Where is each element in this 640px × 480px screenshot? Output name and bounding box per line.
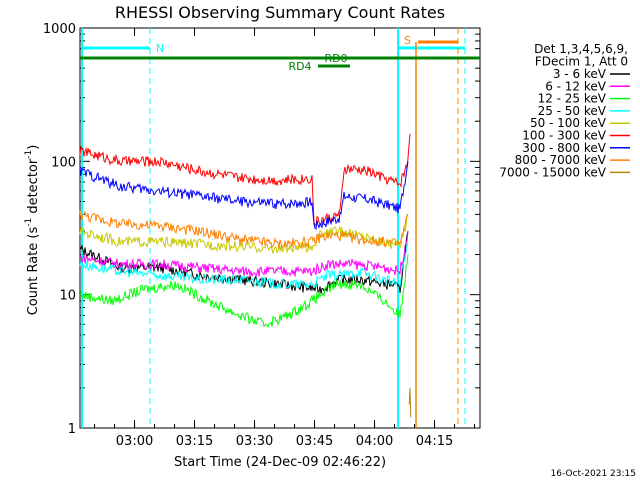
legend-label: 100 - 300 keV: [522, 129, 606, 143]
series-line: [79, 241, 409, 291]
legend-label: 12 - 25 keV: [538, 92, 607, 106]
y-axis-label-sup1: -1: [24, 218, 34, 227]
x-axis-label: Start Time (24-Dec-09 02:46:22): [174, 455, 386, 470]
series-line: [408, 387, 412, 418]
y-tick-label: 1000: [43, 22, 76, 37]
legend-label: 3 - 6 keV: [553, 67, 607, 81]
legend-label: 7000 - 15000 keV: [499, 165, 606, 179]
saa-label: S: [404, 34, 411, 47]
overlay-markers: N S RD0 RD4: [80, 28, 480, 428]
y-axis-label-main: Count Rate (s: [26, 227, 41, 316]
plot-axes: [79, 27, 481, 429]
x-tick-label: 03:00: [116, 434, 153, 449]
x-tick-label: 03:15: [176, 434, 213, 449]
legend-label: 50 - 100 keV: [530, 116, 607, 130]
footer-timestamp: 16-Oct-2021 23:15: [551, 469, 636, 479]
y-axis-ticks: 1 10 100 1000: [43, 22, 480, 437]
y-axis-label-mid: detector: [26, 158, 41, 218]
legend-header: FDecim 1, Att 0: [535, 55, 628, 69]
series-line: [79, 254, 409, 329]
series-line: [79, 231, 409, 278]
y-axis-label-sup2: -1: [24, 150, 34, 159]
x-tick-label: 03:30: [236, 434, 273, 449]
x-tick-label: 04:15: [416, 434, 453, 449]
y-axis-label-end: ): [26, 145, 41, 150]
y-axis-label: Count Rate (s-1 detector-1): [24, 145, 41, 316]
legend-label: 800 - 7000 keV: [515, 153, 607, 167]
series-line: [79, 210, 409, 250]
x-axis-ticks: 03:00 03:15 03:30 03:45 04:00 04:15: [94, 28, 476, 449]
series-lines: [79, 134, 412, 418]
series-line: [79, 134, 411, 228]
series-line: [79, 161, 409, 231]
legend-label: 300 - 800 keV: [522, 141, 606, 155]
legend-label: 25 - 50 keV: [538, 104, 607, 118]
plot-frame: [79, 27, 481, 429]
y-tick-label: 10: [59, 289, 76, 304]
legend-header: Det 1,3,4,5,6,9,: [534, 42, 628, 56]
night-label: N: [156, 42, 164, 55]
x-tick-label: 03:45: [296, 434, 333, 449]
y-tick-label: 1: [68, 422, 76, 437]
chart-title: RHESSI Observing Summary Count Rates: [115, 3, 445, 22]
x-tick-label: 04:00: [356, 434, 393, 449]
series-line: [79, 213, 409, 254]
y-tick-label: 100: [51, 155, 76, 170]
legend-label: 6 - 12 keV: [545, 79, 607, 93]
rd0-label: RD0: [324, 52, 347, 65]
rd4-label: RD4: [288, 60, 311, 73]
